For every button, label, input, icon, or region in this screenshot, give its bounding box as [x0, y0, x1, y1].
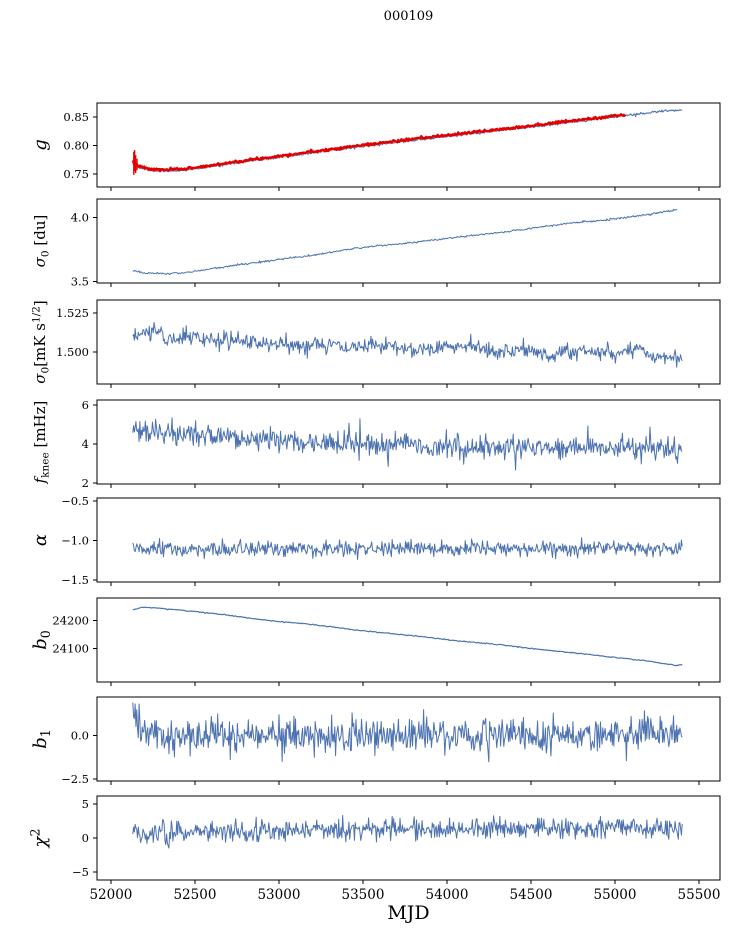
series-chi2 [132, 815, 683, 849]
x-tick-label: 55000 [594, 887, 637, 903]
series-b0 [132, 606, 683, 667]
panel-sigma0-mks: 1.500 1.525 σ0[mK s1/2] [30, 299, 721, 388]
y-axis-label-alpha: α [30, 534, 51, 546]
x-tick-label: 52000 [89, 887, 132, 903]
series-g-red [131, 113, 627, 173]
x-tick-label: 53500 [341, 887, 384, 903]
x-tick-label: 54500 [510, 887, 553, 903]
y-tick-label: 0.80 [63, 138, 89, 152]
y-axis-label-sigma0-mks: σ0[mK s1/2] [30, 300, 51, 383]
y-tick-label: −1.0 [61, 533, 89, 547]
y-tick-label: −5 [72, 865, 89, 879]
x-tick-label: 55500 [678, 887, 721, 903]
x-tick-label: 54000 [425, 887, 468, 903]
panel-frame [96, 299, 721, 385]
panel-fknee: 2 4 6 fknee [mHz] [31, 398, 721, 490]
y-axis-label-b0: b0 [30, 630, 53, 650]
panel-b1: −2.5 0.0 b1 [30, 696, 721, 786]
y-tick-label: −1.5 [61, 573, 89, 587]
panel-frame [96, 696, 721, 782]
y-tick-label: 1.525 [56, 306, 89, 320]
panel-frame [96, 795, 721, 881]
panel-b0: 24100 24200 b0 [30, 597, 721, 686]
panel-frame [96, 597, 721, 683]
panel-alpha: −1.5 −1.0 −0.5 α [30, 494, 721, 587]
y-axis-label-sigma0-du: σ0 [du] [31, 215, 51, 268]
y-axis-label-b1: b1 [30, 729, 53, 749]
series-b1 [132, 702, 683, 763]
y-tick-label: 6 [82, 398, 89, 412]
series-fknee [132, 417, 683, 471]
y-tick-label: 5 [82, 797, 89, 811]
y-axis-label-chi2: χ2 [27, 829, 51, 850]
y-tick-label: 4.0 [71, 210, 89, 224]
y-tick-label: 4 [82, 437, 89, 451]
panel-sigma0-du: 3.5 4.0 σ0 [du] [31, 198, 721, 289]
y-axis-label-g: g [30, 139, 51, 151]
series-alpha [132, 537, 683, 561]
panel-g: 0.75 0.80 0.85 g [30, 102, 721, 191]
y-tick-label: 2 [82, 476, 89, 490]
x-axis-label: MJD [387, 902, 430, 924]
panel-frame [96, 198, 721, 284]
series-sigma0-mks [132, 321, 683, 368]
y-axis-label-fknee: fknee [mHz] [31, 401, 51, 485]
y-tick-label: 24100 [52, 642, 89, 656]
y-tick-label: 0.75 [63, 167, 89, 181]
series-sigma0-du [132, 208, 678, 276]
y-tick-label: 24200 [52, 613, 89, 627]
y-tick-label: 0.85 [63, 110, 89, 124]
panel-frame [96, 497, 721, 583]
x-tick-label: 52500 [173, 887, 216, 903]
panel-chi2: 52000 52500 53000 53500 54000 54500 55000 55500… [27, 795, 721, 903]
chart-title: 000109 [383, 9, 434, 24]
panel-frame [96, 399, 721, 485]
y-tick-label: 0.0 [71, 728, 89, 742]
y-tick-label: 3.5 [71, 275, 89, 289]
x-tick-label: 53000 [257, 887, 300, 903]
y-tick-label: 0 [82, 831, 89, 845]
y-tick-label: 1.500 [56, 345, 89, 359]
y-tick-label: −0.5 [61, 494, 89, 508]
y-tick-label: −2.5 [61, 772, 89, 786]
